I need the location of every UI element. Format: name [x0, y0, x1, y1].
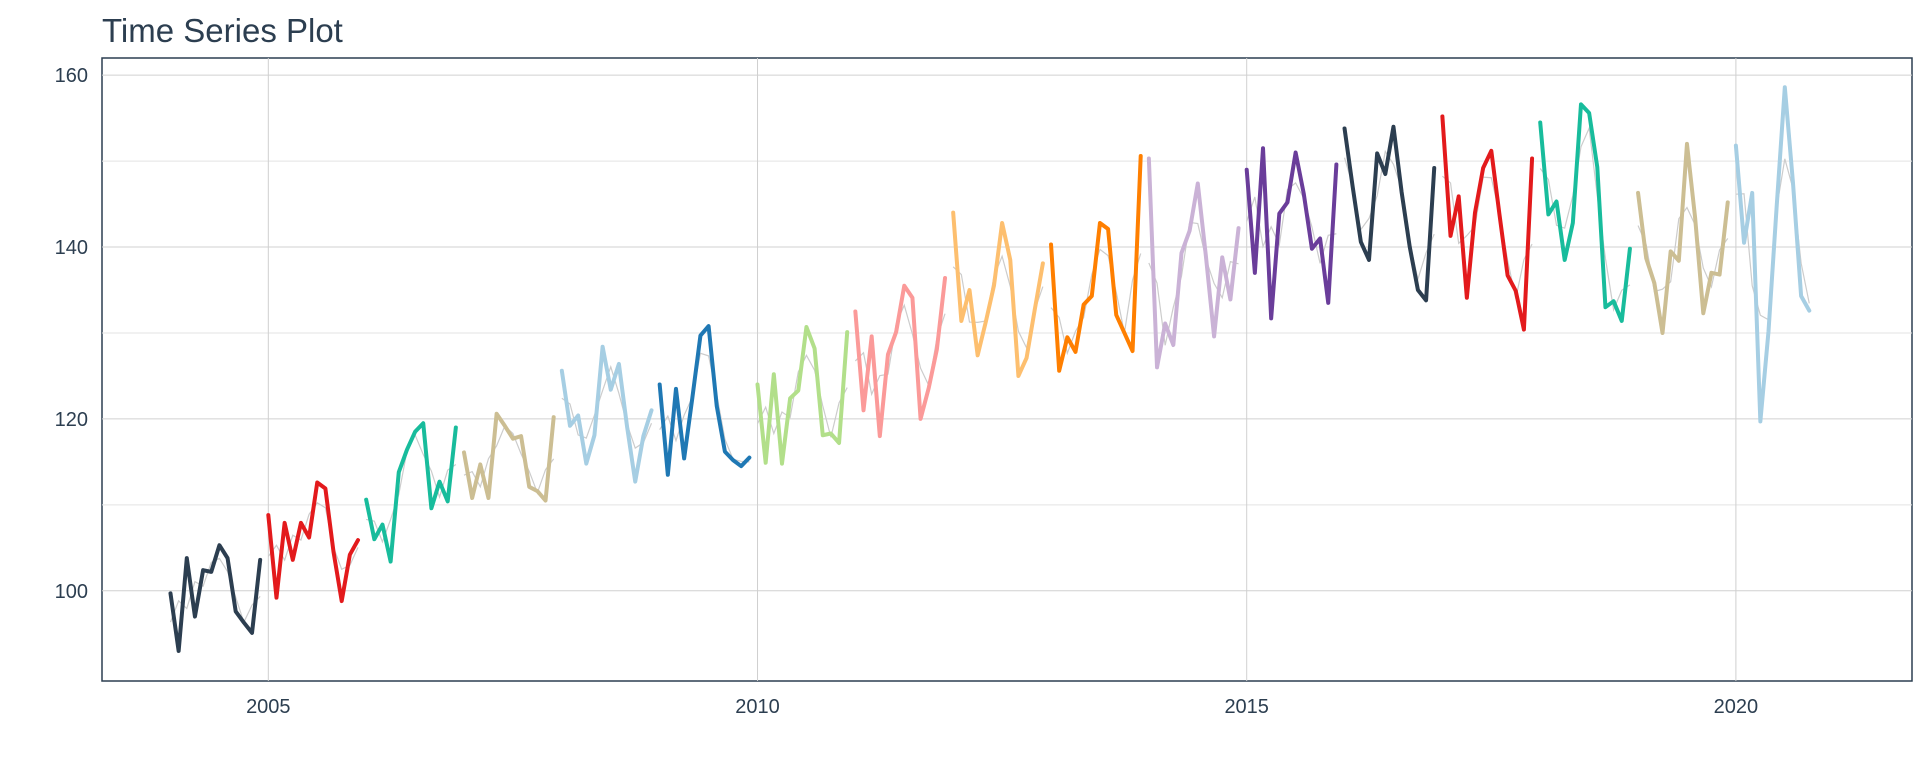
x-tick-label: 2020 [1714, 696, 1759, 718]
series-line [559, 344, 654, 484]
series-line [364, 421, 458, 564]
x-tick-label: 2015 [1224, 696, 1269, 718]
series-line [1049, 153, 1143, 373]
series-line [1538, 102, 1632, 323]
y-tick-label: 160 [55, 65, 88, 87]
y-tick-label: 140 [55, 237, 88, 259]
series-line [853, 275, 948, 439]
series-line [168, 543, 263, 653]
series-line [755, 324, 850, 466]
x-tick-label: 2005 [246, 696, 291, 718]
series-line [1636, 141, 1730, 335]
series-line [1440, 114, 1535, 332]
series-line [951, 210, 1045, 378]
plot-panel [101, 57, 1913, 682]
x-tick-label: 2010 [735, 696, 780, 718]
chart-title: Time Series Plot [102, 12, 343, 49]
grid-layer [102, 58, 1912, 681]
y-tick-label: 120 [55, 409, 88, 431]
y-tick-label: 100 [55, 581, 88, 603]
series-line [657, 324, 752, 477]
series-line [462, 411, 556, 503]
series-layer [168, 85, 1812, 653]
tick-layer: 100 120 140 160 2005 2010 2015 2020 [55, 65, 1759, 718]
series-line [1244, 146, 1339, 321]
series-line [1146, 156, 1241, 370]
series-line [1733, 85, 1812, 424]
series-line [1342, 124, 1437, 303]
series-line [266, 480, 361, 604]
